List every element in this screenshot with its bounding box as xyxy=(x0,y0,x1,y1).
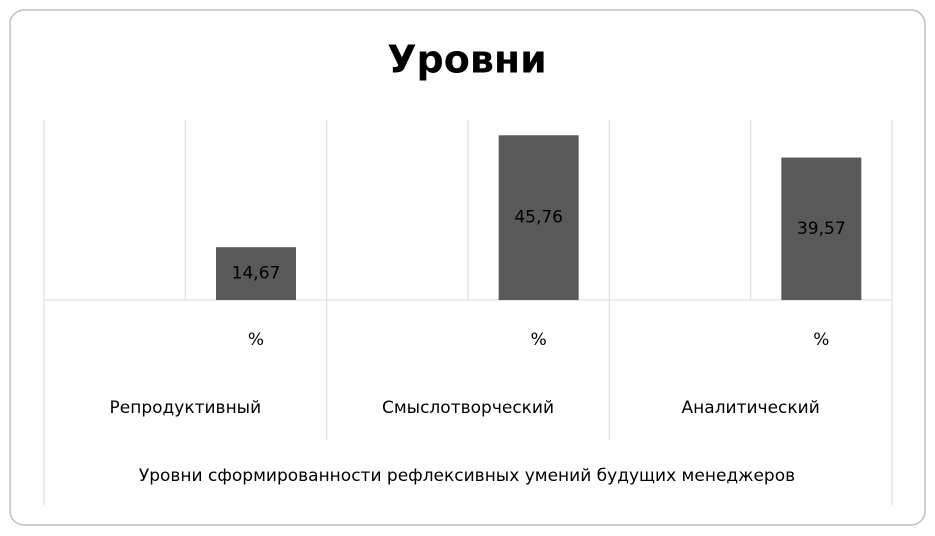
bar xyxy=(216,247,296,300)
group-label: Смыслотворческий xyxy=(382,398,554,418)
group-label: Аналитический xyxy=(682,398,820,418)
data-label: 14,67 xyxy=(232,264,281,284)
group-label: Репродуктивный xyxy=(110,398,262,418)
chart-title: Уровни xyxy=(387,38,547,82)
bar xyxy=(781,157,862,300)
data-label: 39,57 xyxy=(797,219,846,239)
x-tick-label: % xyxy=(813,330,829,350)
data-label: 45,76 xyxy=(514,208,563,228)
x-tick-label: % xyxy=(248,330,264,350)
bar xyxy=(498,135,579,300)
x-axis-title: Уровни сформированности рефлексивных уме… xyxy=(139,466,795,486)
x-tick-label: % xyxy=(531,330,547,350)
